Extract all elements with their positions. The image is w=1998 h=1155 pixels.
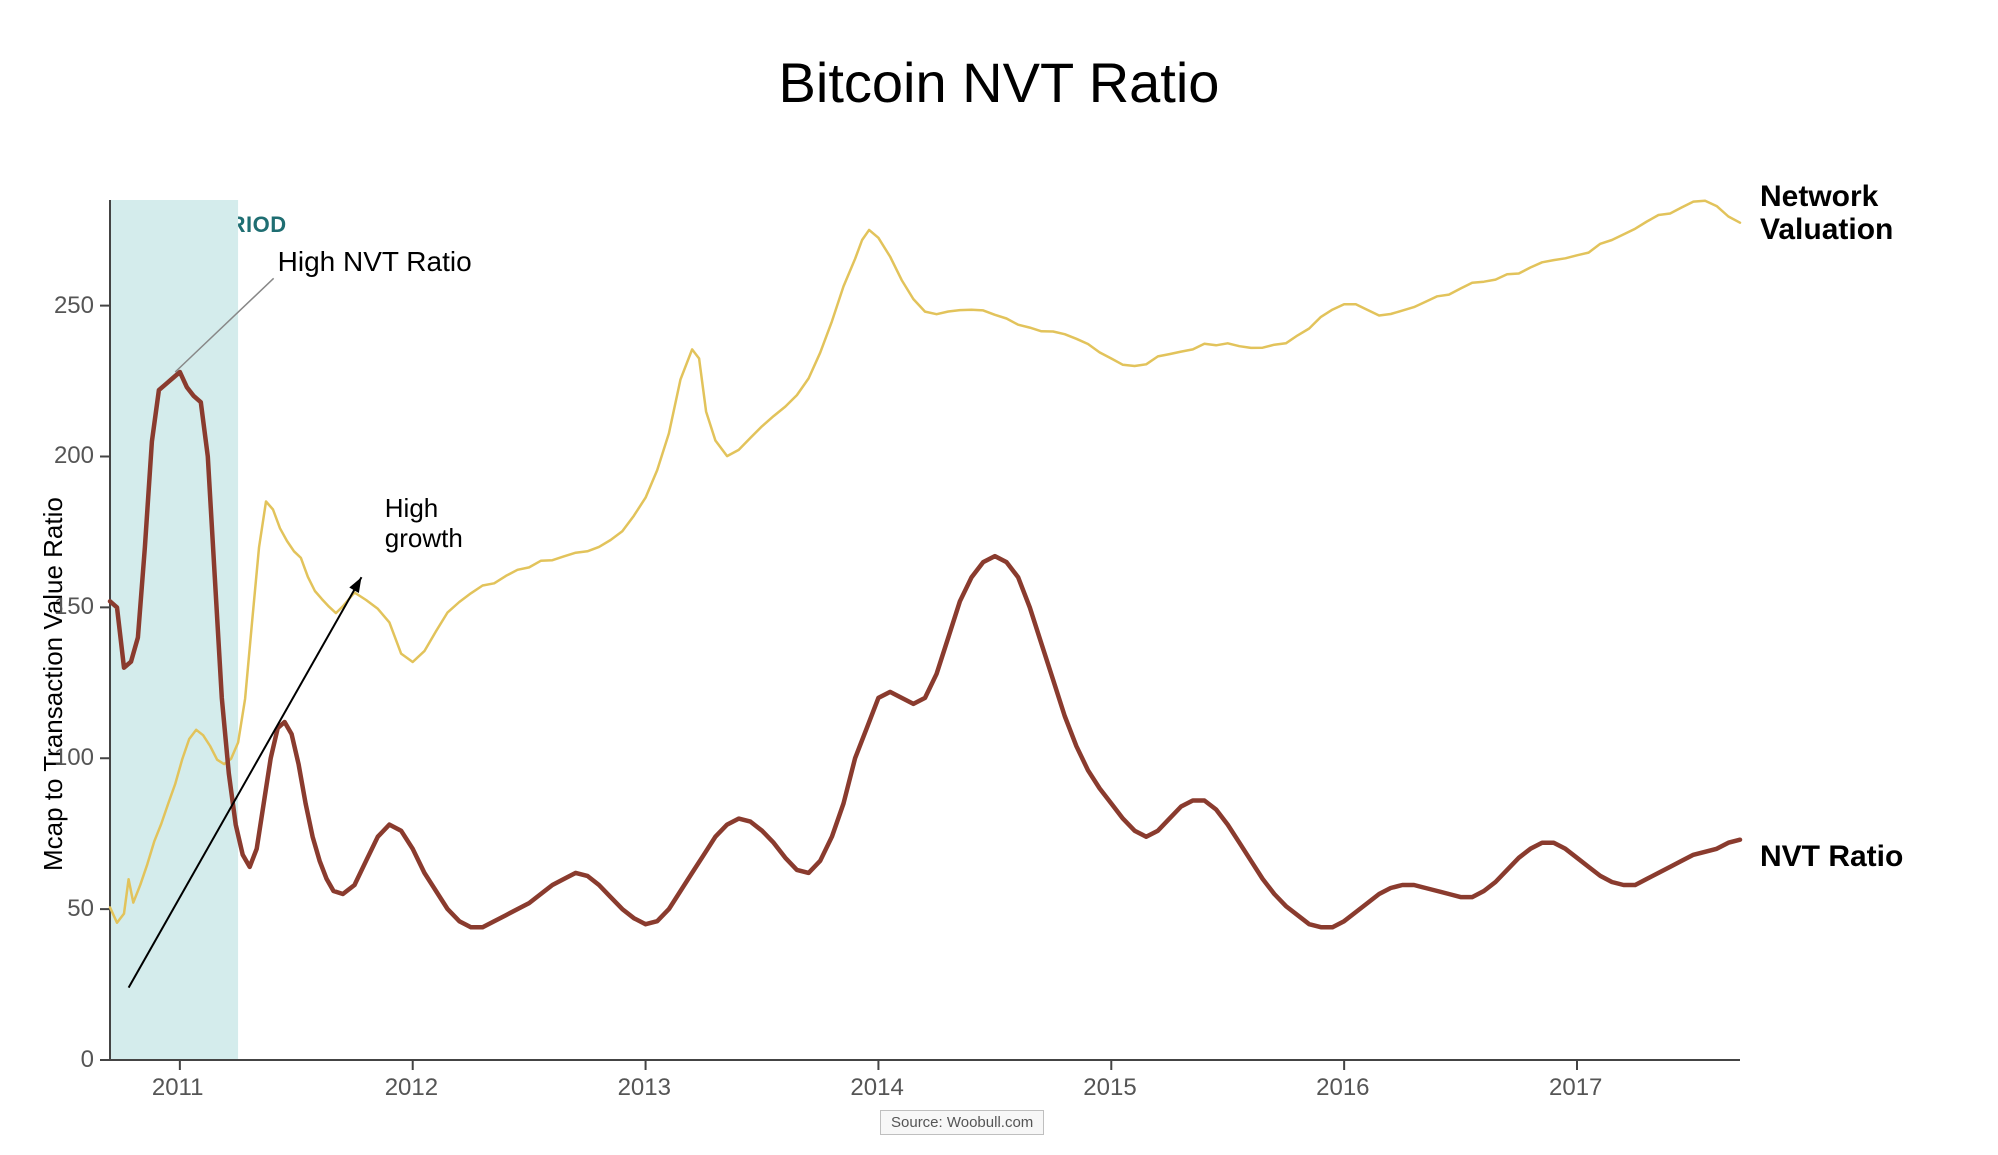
x-tick-label: 2013 bbox=[618, 1074, 671, 1102]
x-tick-label: 2011 bbox=[152, 1074, 204, 1102]
y-tick-label: 250 bbox=[54, 292, 94, 320]
x-tick-label: 2017 bbox=[1549, 1074, 1602, 1102]
chart-svg bbox=[0, 0, 1998, 1155]
x-tick-label: 2016 bbox=[1316, 1074, 1369, 1102]
x-tick-label: 2012 bbox=[385, 1074, 438, 1102]
y-tick-label: 150 bbox=[54, 593, 94, 621]
x-tick-label: 2015 bbox=[1083, 1074, 1136, 1102]
y-tick-label: 200 bbox=[54, 442, 94, 470]
y-tick-label: 100 bbox=[54, 744, 94, 772]
y-tick-label: 50 bbox=[67, 895, 94, 923]
x-tick-label: 2014 bbox=[850, 1074, 903, 1102]
y-tick-label: 0 bbox=[81, 1046, 94, 1074]
